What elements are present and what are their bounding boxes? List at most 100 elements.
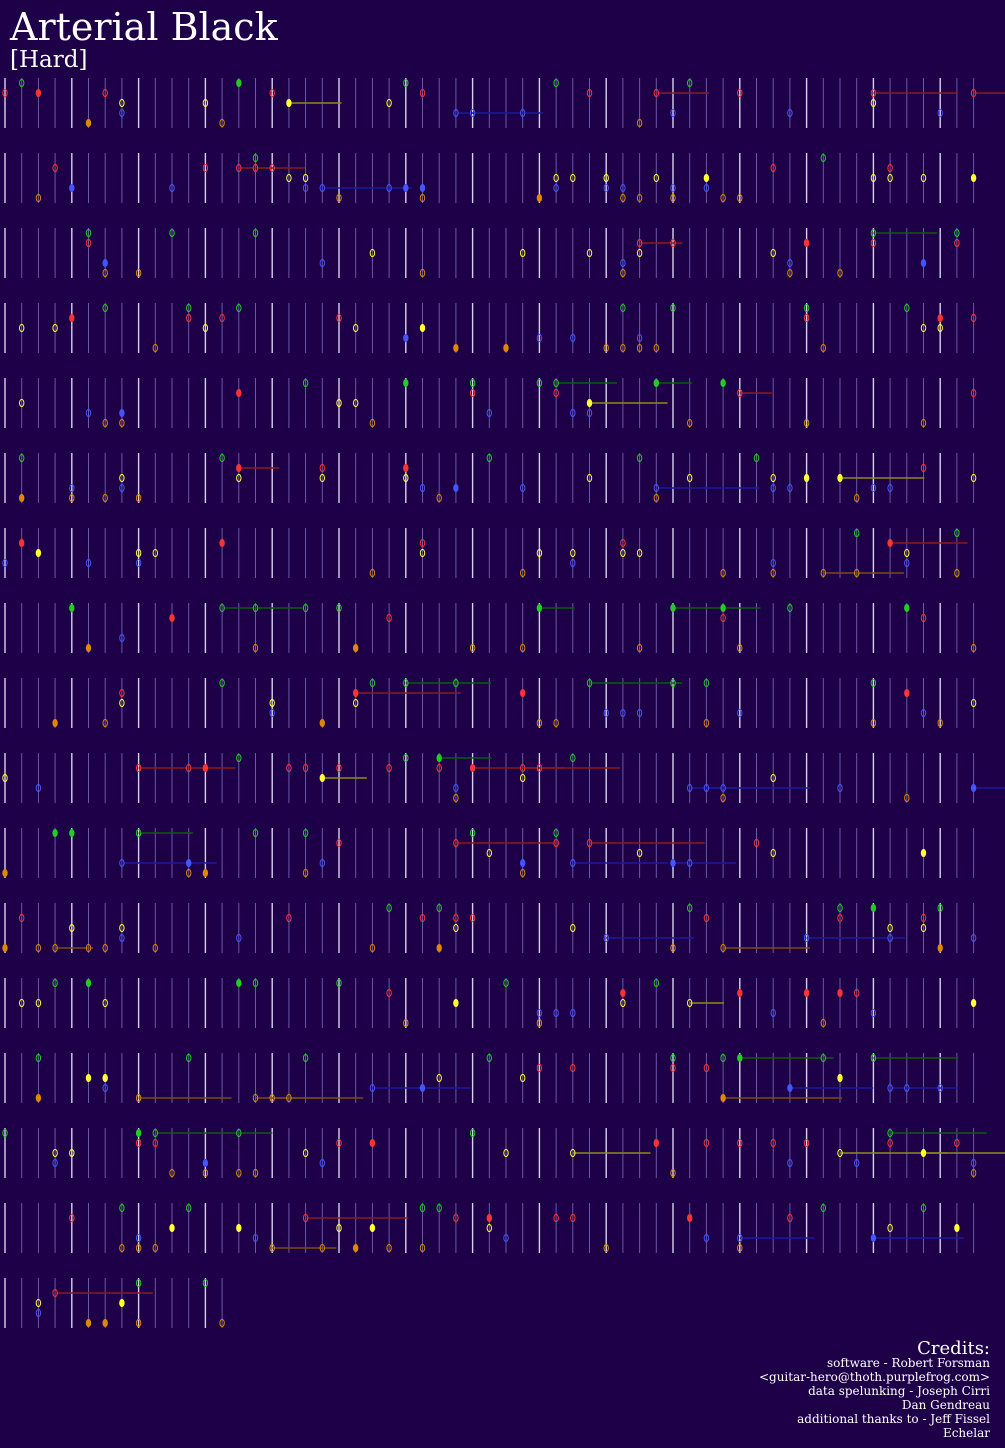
note [520, 688, 526, 698]
note [653, 378, 659, 388]
note [653, 493, 659, 503]
note [219, 118, 225, 128]
note [35, 1298, 42, 1308]
note [403, 378, 409, 388]
note [2, 88, 8, 98]
note [887, 923, 893, 933]
note [770, 558, 776, 568]
note [770, 1138, 776, 1148]
note [870, 718, 877, 728]
note [336, 1138, 342, 1148]
note [202, 1278, 209, 1288]
note [152, 943, 159, 953]
credits: software - Robert Forsman<guitar-hero@th… [759, 1356, 990, 1440]
note [904, 548, 910, 558]
note [319, 718, 325, 728]
note [369, 418, 376, 428]
note [553, 1008, 559, 1018]
note [553, 828, 559, 838]
note [670, 238, 676, 248]
note [102, 258, 108, 268]
note [419, 913, 426, 923]
note [469, 1128, 476, 1138]
note-row [4, 978, 977, 1028]
note [720, 613, 726, 623]
note [102, 418, 108, 428]
note [570, 558, 576, 568]
note [319, 473, 325, 483]
note [152, 1128, 159, 1138]
note [302, 183, 309, 193]
note [419, 548, 426, 558]
note [570, 858, 576, 868]
note [219, 603, 225, 613]
note [52, 1158, 58, 1168]
note [620, 998, 626, 1008]
note [970, 933, 977, 943]
note [2, 943, 8, 953]
note [252, 1233, 259, 1243]
note [737, 643, 743, 653]
note [469, 108, 476, 118]
note [620, 258, 626, 268]
note-row [4, 303, 977, 353]
note [837, 473, 843, 483]
note [887, 163, 893, 173]
note [102, 943, 108, 953]
note [119, 473, 125, 483]
note [553, 183, 559, 193]
note [119, 408, 125, 418]
note [803, 303, 810, 313]
note [670, 1063, 676, 1073]
note [687, 78, 693, 88]
note [186, 763, 192, 773]
note [419, 193, 426, 203]
note [85, 1073, 92, 1083]
note [520, 108, 526, 118]
note [904, 688, 910, 698]
note [920, 613, 927, 623]
note [102, 88, 108, 98]
note [586, 678, 593, 688]
note [937, 323, 943, 333]
note [720, 378, 726, 388]
note [854, 528, 860, 538]
difficulty: [Hard] [10, 47, 87, 73]
note [837, 988, 843, 998]
note [870, 483, 877, 493]
note [770, 483, 776, 493]
note [469, 828, 476, 838]
note [970, 88, 977, 98]
note [419, 268, 426, 278]
note [453, 793, 459, 803]
note [102, 268, 108, 278]
note [35, 1308, 42, 1318]
note-row [2, 753, 1005, 803]
note [453, 483, 459, 493]
note [787, 1083, 793, 1093]
note [219, 538, 225, 548]
note [52, 1288, 58, 1298]
note [353, 688, 359, 698]
note [419, 538, 426, 548]
note [787, 268, 793, 278]
credit-line: data spelunking - Joseph Cirri [808, 1384, 990, 1398]
note [269, 88, 275, 98]
note [302, 828, 309, 838]
note-row [4, 378, 977, 428]
note [670, 943, 676, 953]
note [403, 463, 409, 473]
note [102, 493, 108, 503]
note [219, 313, 225, 323]
note [770, 473, 776, 483]
song-title: Arterial Black [9, 5, 279, 49]
note [854, 1158, 860, 1168]
note [419, 183, 426, 193]
note [252, 828, 259, 838]
note [403, 678, 409, 688]
note-row [4, 453, 977, 503]
note [336, 838, 342, 848]
note [536, 378, 543, 388]
